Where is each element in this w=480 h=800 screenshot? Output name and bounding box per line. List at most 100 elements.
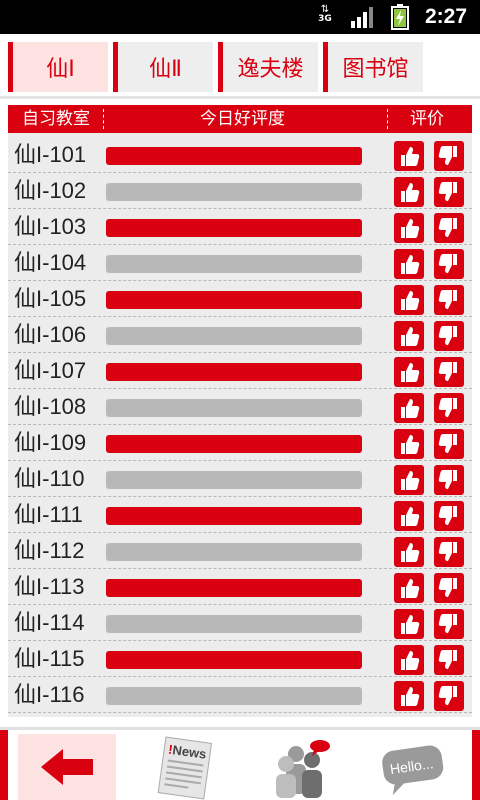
thumbs-down-button[interactable] [434,357,464,387]
header-divider [387,109,388,129]
table-row: 仙I-101 [8,137,472,173]
header-room: 自习教室 [22,109,90,129]
thumbs-up-button[interactable] [394,177,424,207]
thumbs-up-button[interactable] [394,645,424,675]
rating-bar [106,327,362,345]
rating-bar [106,507,362,525]
thumbs-up-icon [401,363,420,382]
table-row: 仙I-102 [8,173,472,209]
community-button[interactable] [250,734,348,800]
tab-yifu-building[interactable]: 逸夫楼 [218,42,318,92]
thumbs-up-icon [401,543,420,562]
room-name: 仙I-101 [14,142,87,167]
thumbs-down-icon [438,650,457,669]
thumbs-down-button[interactable] [434,465,464,495]
thumbs-up-icon [401,291,420,310]
thumbs-up-button[interactable] [394,573,424,603]
people-chat-icon [276,740,330,798]
room-name: 仙I-113 [14,574,85,599]
news-button[interactable]: !News [136,734,234,800]
thumbs-up-button[interactable] [394,285,424,315]
tab-xian-2[interactable]: 仙Ⅱ [113,42,213,92]
thumbs-up-button[interactable] [394,501,424,531]
thumbs-up-button[interactable] [394,213,424,243]
rating-bar [106,651,362,669]
back-arrow-icon [41,749,93,785]
thumbs-down-icon [438,470,457,489]
tab-library[interactable]: 图书馆 [323,42,423,92]
thumbs-up-button[interactable] [394,141,424,171]
thumbs-up-icon [401,471,420,490]
thumbs-down-button[interactable] [434,249,464,279]
news-icon: !News [157,736,213,800]
svg-text:!News: !News [167,742,207,762]
hello-button[interactable]: Hello... [364,734,462,800]
thumbs-down-icon [438,290,457,309]
thumbs-up-button[interactable] [394,321,424,351]
rating-bar [106,543,362,561]
thumbs-up-button[interactable] [394,249,424,279]
thumbs-down-icon [438,398,457,417]
table-row: 仙I-110 [8,461,472,497]
thumbs-up-button[interactable] [394,537,424,567]
thumbs-down-icon [438,326,457,345]
thumbs-down-button[interactable] [434,645,464,675]
thumbs-down-button[interactable] [434,429,464,459]
thumbs-up-icon [401,687,420,706]
thumbs-down-button[interactable] [434,537,464,567]
table-row: 仙I-106 [8,317,472,353]
network-type-label: 3G [318,14,332,24]
header-divider [103,109,104,129]
thumbs-up-icon [401,219,420,238]
table-row: 仙I-115 [8,641,472,677]
rating-bar [106,435,362,453]
thumbs-down-button[interactable] [434,141,464,171]
thumbs-down-button[interactable] [434,213,464,243]
room-name: 仙I-108 [14,394,87,419]
thumbs-up-icon [401,255,420,274]
room-name: 仙I-103 [14,214,87,239]
table-header: 自习教室 今日好评度 评价 [8,105,472,133]
table-row: 仙I-113 [8,569,472,605]
thumbs-down-button[interactable] [434,573,464,603]
tab-xian-1[interactable]: 仙Ⅰ [8,42,108,92]
room-name: 仙I-115 [14,646,85,671]
thumbs-up-icon [401,327,420,346]
thumbs-up-icon [401,399,420,418]
thumbs-down-icon [438,182,457,201]
room-name: 仙I-102 [14,178,87,203]
tab-label: 仙Ⅰ [46,57,75,82]
thumbs-down-button[interactable] [434,285,464,315]
thumbs-up-icon [401,579,420,598]
thumbs-up-button[interactable] [394,465,424,495]
room-name: 仙I-111 [14,502,83,527]
back-button[interactable] [18,734,116,800]
thumbs-down-icon [438,218,457,237]
thumbs-down-button[interactable] [434,501,464,531]
thumbs-down-button[interactable] [434,681,464,711]
room-name: 仙I-104 [14,250,87,275]
rating-bar [106,255,362,273]
thumbs-up-icon [401,183,420,202]
thumbs-up-button[interactable] [394,681,424,711]
thumbs-down-button[interactable] [434,609,464,639]
thumbs-down-icon [438,542,457,561]
rating-bar [106,219,362,237]
thumbs-up-button[interactable] [394,609,424,639]
thumbs-down-button[interactable] [434,177,464,207]
tab-label: 仙Ⅱ [149,57,182,82]
table-row: 仙I-103 [8,209,472,245]
room-name: 仙I-106 [14,322,87,347]
thumbs-down-button[interactable] [434,321,464,351]
rating-bar [106,399,362,417]
classroom-table: 自习教室 今日好评度 评价 仙I-101 仙I-102 仙I-103 仙I-104 仙I… [8,105,472,717]
table-row: 仙I-108 [8,389,472,425]
thumbs-down-button[interactable] [434,393,464,423]
thumbs-up-button[interactable] [394,357,424,387]
thumbs-up-button[interactable] [394,393,424,423]
nav-edge-right [472,730,480,800]
building-tabs: 仙Ⅰ 仙Ⅱ 逸夫楼 图书馆 [0,34,480,102]
thumbs-up-button[interactable] [394,429,424,459]
table-row: 仙I-107 [8,353,472,389]
room-name: 仙I-110 [14,466,85,491]
